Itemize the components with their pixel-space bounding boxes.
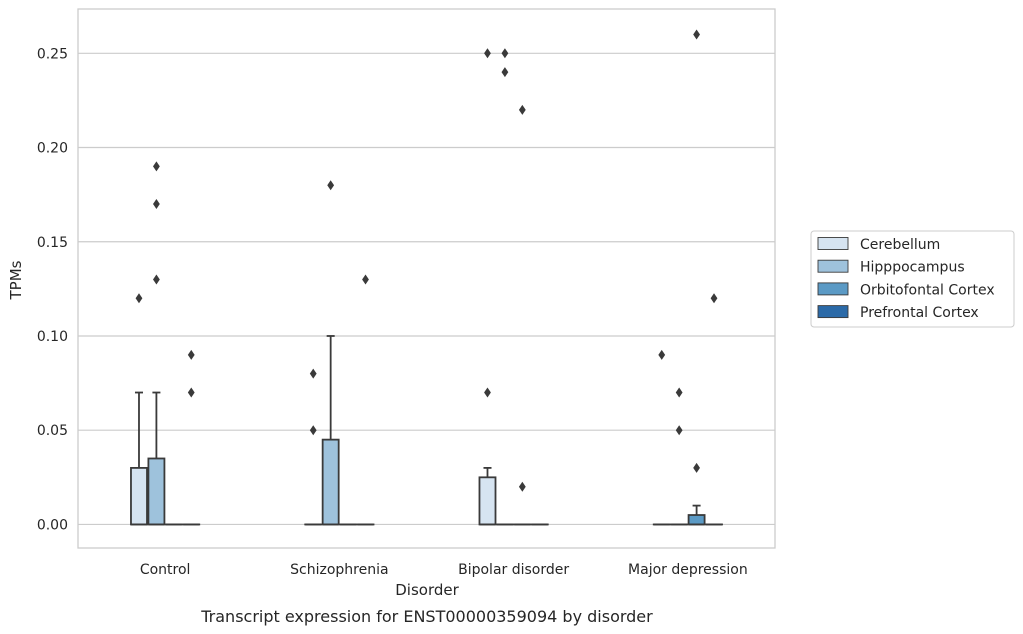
box-iqr [687,514,706,526]
outlier-point [135,293,143,304]
y-tick-label: 0.05 [37,423,68,439]
y-tick-label: 0.00 [37,517,68,533]
legend-label: Prefrontal Cortex [860,305,979,321]
outlier-point [153,161,160,172]
outlier-point [484,48,491,59]
outlier-point [501,48,509,59]
legend-label: Cerebellum [860,237,940,253]
y-tick-label: 0.15 [37,235,68,251]
outlier-point [187,387,195,398]
outlier-point [327,180,335,191]
box-iqr [321,438,340,526]
chart-caption: Transcript expression for ENST0000035909… [200,607,653,626]
outlier-point [362,274,369,285]
legend-swatch [817,259,849,273]
legend-items: Cerebellum Hipppocampus Orbitofontal Corte… [817,237,995,321]
box-group [147,391,166,526]
box-group [687,504,706,526]
box-iqr [130,467,148,526]
outlier-point [309,368,317,379]
legend-label: Orbitofontal Cortex [860,282,995,298]
x-tick-label: Schizophrenia [290,562,388,578]
legend-swatch [817,237,849,250]
x-tick-label: Control [140,562,191,578]
y-tick-label: 0.25 [37,46,68,62]
legend-label: Hipppocampus [860,260,965,276]
x-tick-labels: Control Schizophrenia Bipolar disorder Majo… [140,562,748,578]
box-group [130,391,148,526]
legend-swatch [817,282,849,296]
outlier-point [484,387,491,398]
outlier-point [153,274,160,285]
outlier-point [675,425,683,436]
outlier-point [693,462,700,473]
box-layer [130,335,723,526]
outlier-point [501,67,509,78]
outlier-point [153,199,160,210]
outlier-point [658,349,666,360]
y-axis-label: TPMs [7,260,25,300]
box-iqr [147,457,166,526]
outlier-point [309,425,317,436]
x-axis-label: Disorder [395,581,459,599]
outlier-point [710,293,718,304]
outlier-layer [135,29,718,492]
outlier-point [693,29,700,40]
outlier-point [518,104,526,115]
legend-frame [810,230,1015,328]
grid-layer [78,52,775,526]
x-tick-label: Bipolar disorder [458,562,569,578]
outlier-point [518,481,526,492]
legend: Cerebellum Hipppocampus Orbitofontal Corte… [810,230,1015,328]
y-tick-label: 0.10 [37,329,68,345]
x-tick-label: Major depression [628,562,748,578]
legend-swatch [817,305,849,319]
outlier-point [675,387,683,398]
y-tick-labels: 0.00 0.05 0.10 0.15 0.20 0.25 [37,46,68,533]
y-tick-label: 0.20 [37,141,68,157]
box-group [478,467,497,526]
box-group [321,335,340,526]
box-iqr [478,476,497,526]
plot-frame [77,8,776,549]
outlier-point [187,349,195,360]
